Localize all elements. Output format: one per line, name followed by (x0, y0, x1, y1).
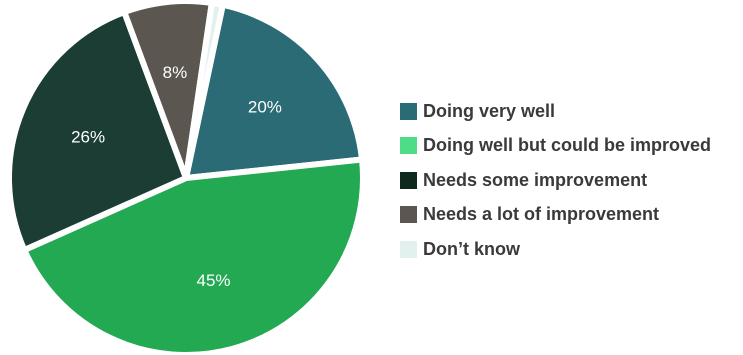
legend-label-doing-very-well: Doing very well (423, 100, 556, 121)
legend-item-doing-well-but-could-be-improved: Doing well but could be improved (400, 133, 711, 159)
slice-value-label-doing-well-but-could-be-improved: 45% (196, 271, 230, 290)
legend-item-needs-some-improvement: Needs some improvement (400, 167, 711, 193)
pie-slice-doing-very-well (183, 1, 366, 181)
slice-value-label-needs-a-lot-of-improvement: 8% (163, 63, 188, 82)
legend-label-dont-know: Don’t know (423, 238, 520, 259)
legend-item-dont-know: Don’t know (400, 236, 711, 262)
legend-label-doing-well-but-could-be-improved: Doing well but could be improved (423, 135, 712, 155)
legend-swatch-doing-very-well (400, 102, 417, 120)
pie-slice-needs-some-improvement (6, 9, 189, 253)
legend-swatch-doing-well-but-could-be-improved (400, 137, 417, 154)
legend-label-needs-a-lot-of-improvement: Needs a lot of improvement (423, 204, 660, 224)
slice-value-label-doing-very-well: 20% (248, 97, 282, 116)
legend-item-doing-very-well: Doing very well (400, 98, 711, 124)
chart-legend: Doing very well Doing well but could be … (400, 98, 711, 271)
pie-slice-doing-well-but-could-be-improved (21, 156, 366, 355)
legend-label-needs-some-improvement: Needs some improvement (423, 169, 648, 190)
legend-swatch-needs-a-lot-of-improvement (400, 206, 417, 223)
legend-swatch-dont-know (400, 240, 417, 258)
legend-item-needs-a-lot-of-improvement: Needs a lot of improvement (400, 202, 711, 228)
legend-swatch-needs-some-improvement (400, 171, 417, 189)
slice-value-label-needs-some-improvement: 26% (71, 127, 105, 146)
pie-slice-dont-know (183, 0, 226, 181)
